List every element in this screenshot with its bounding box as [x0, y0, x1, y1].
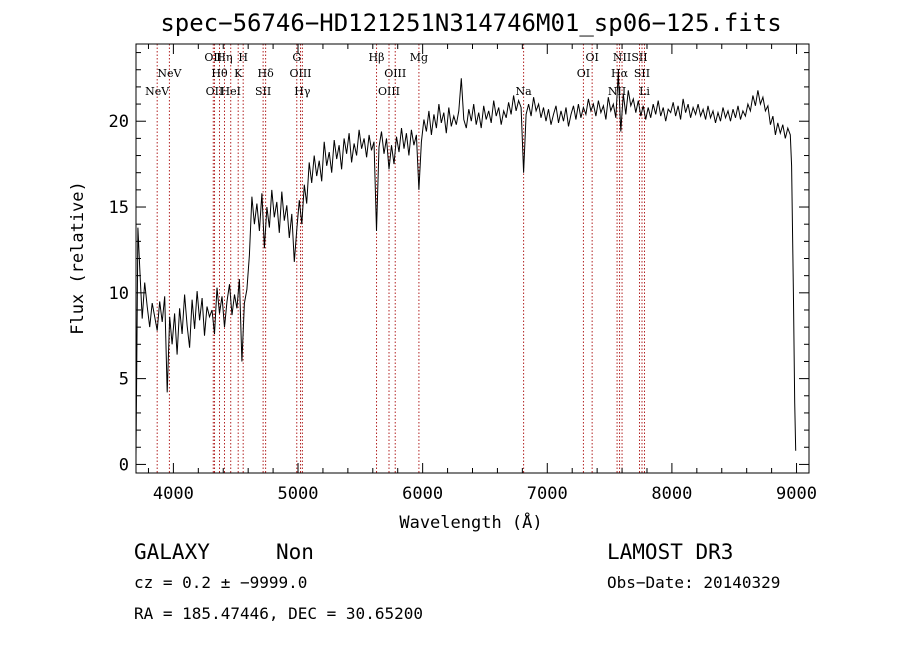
spectral-line-label: OIII — [289, 67, 311, 80]
redshift-cz: cz = 0.2 ± −9999.0 — [134, 573, 307, 592]
chart-title: spec−56746−HD121251N314746M01_sp06−125.f… — [160, 9, 781, 37]
spectral-line-label: Hδ — [258, 67, 275, 80]
spectrum-series-line — [135, 73, 797, 456]
y-tick-label: 10 — [109, 284, 129, 304]
x-axis-label: Wavelength (Å) — [399, 511, 542, 533]
spectral-line-labels: NeV NeV OII OII Hθ Hη HeI KH SII Hδ G OIII Hγ Hβ OIII O… — [145, 51, 650, 98]
spectral-line-markers — [156, 44, 645, 473]
spectral-line-label: OII — [206, 85, 224, 98]
x-tick-label: 7000 — [527, 484, 568, 504]
x-tick-label: 9000 — [776, 484, 817, 504]
spectral-line-label: SII — [631, 51, 647, 64]
spectral-line-label: OIII — [378, 85, 400, 98]
spectral-line-label: G — [292, 51, 301, 64]
x-tick-label: 5000 — [278, 484, 319, 504]
y-tick-label: 5 — [119, 370, 129, 390]
spectral-line-label: Hθ — [211, 67, 228, 80]
spectral-line-label: OI — [577, 67, 590, 80]
spectral-line-label: Na — [516, 85, 533, 98]
object-class: GALAXY — [134, 540, 210, 564]
y-axis-label: Flux (relative) — [68, 181, 88, 335]
y-tick-label: 20 — [109, 112, 129, 132]
spectral-line-label: H — [238, 51, 248, 64]
spectral-line-label: NeV — [145, 85, 170, 98]
spectral-line-label: OIII — [384, 67, 406, 80]
x-axis-ticks: 4000 5000 6000 7000 8000 9000 — [147, 44, 817, 504]
x-tick-label: 4000 — [153, 484, 194, 504]
observation-date: Obs−Date: 20140329 — [607, 573, 780, 592]
spectral-line-label: Hα — [611, 67, 629, 80]
spectral-line-label: Hη — [216, 51, 232, 64]
y-tick-label: 15 — [109, 198, 129, 218]
survey-name: LAMOST DR3 — [607, 540, 733, 564]
object-subclass: Non — [276, 540, 314, 564]
spectral-line-label: Mg — [410, 51, 428, 64]
spectral-line-label: OI — [585, 51, 598, 64]
y-tick-label: 0 — [119, 455, 129, 475]
spectral-line-label: K — [234, 67, 243, 80]
spectral-line-label: OII — [204, 51, 222, 64]
spectral-line-label: Hβ — [369, 51, 385, 64]
spectral-line-label: NeV — [157, 67, 182, 80]
spectral-line-label: SII — [255, 85, 271, 98]
ra-dec-coordinates: RA = 185.47446, DEC = 30.65200 — [134, 604, 423, 623]
x-tick-label: 8000 — [651, 484, 692, 504]
spectral-line-label: Li — [639, 85, 650, 98]
spectral-line-label: HeI — [220, 85, 240, 98]
spectral-line-label: Hγ — [294, 85, 311, 98]
spectral-line-label: SII — [634, 67, 650, 80]
y-axis-ticks: 0 5 10 15 20 — [109, 52, 809, 475]
x-tick-label: 6000 — [402, 484, 443, 504]
spectral-line-label: NII — [613, 51, 631, 64]
